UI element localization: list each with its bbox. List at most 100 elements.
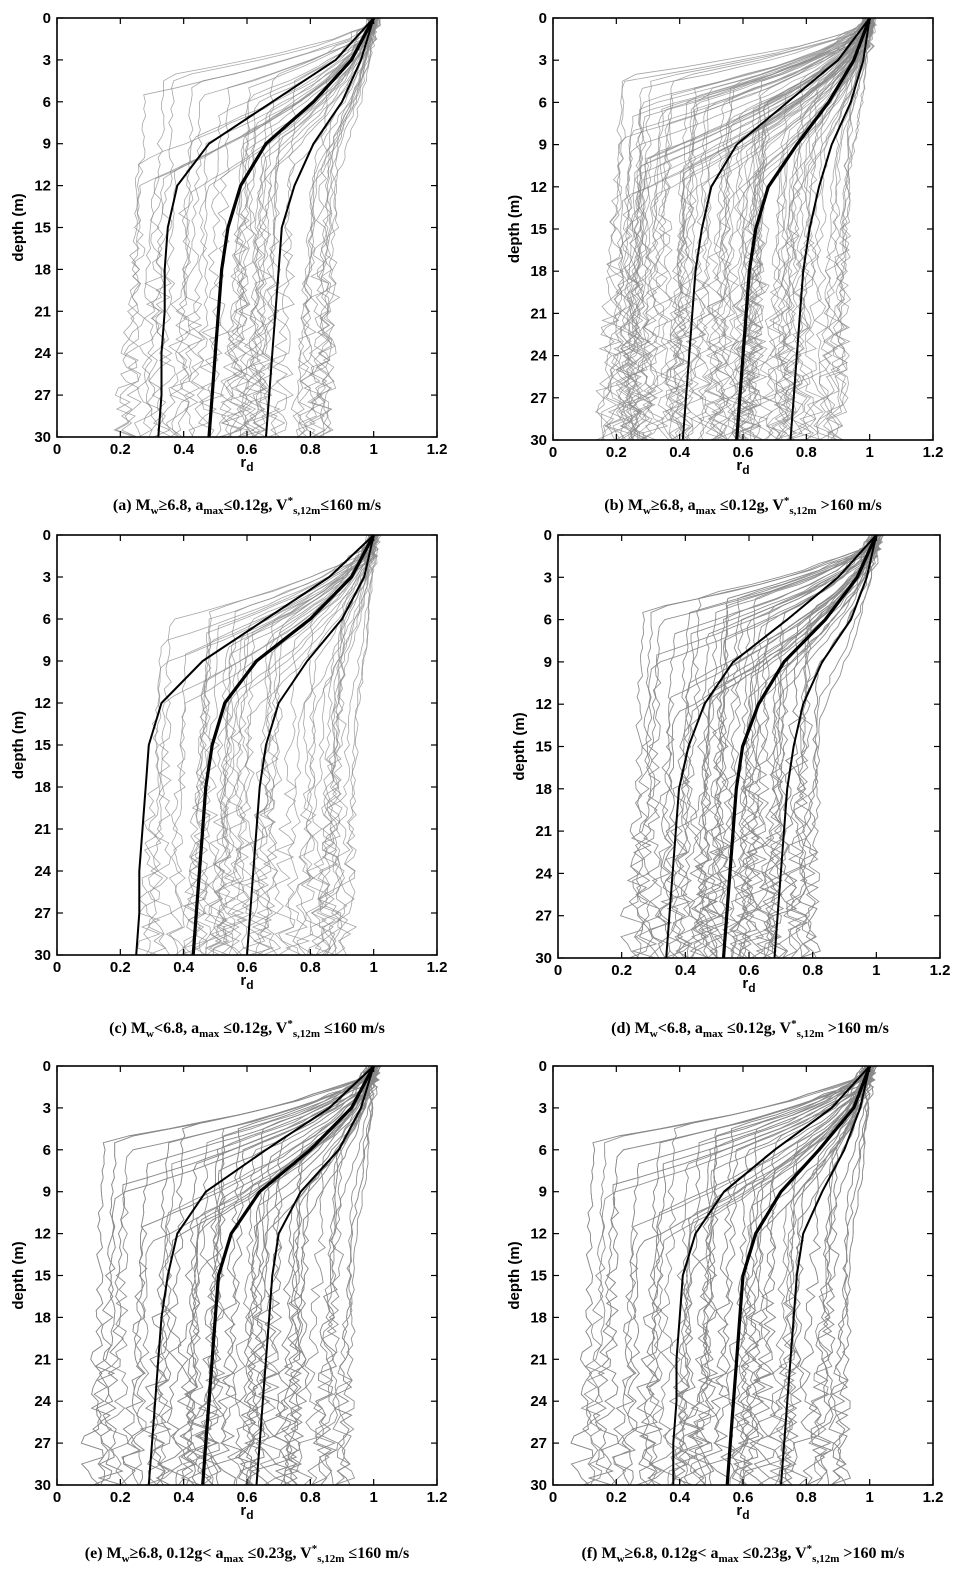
y-tick-label: 12: [535, 696, 552, 713]
sample-curve: [247, 1066, 382, 1485]
sample-curve: [239, 1066, 370, 1485]
sample-curve: [765, 535, 879, 958]
sample-curve: [80, 1066, 370, 1485]
sample-curve: [617, 18, 873, 440]
sample-curve: [759, 18, 875, 440]
sample-curve: [195, 1066, 381, 1485]
sample-curve: [669, 18, 870, 440]
sample-curve: [678, 18, 864, 440]
x-axis-label: rd: [240, 1502, 253, 1522]
x-tick-label: 0: [53, 1489, 61, 1506]
sample-curve: [272, 1066, 379, 1485]
sample-curve: [768, 1066, 869, 1485]
y-tick-label: 15: [535, 739, 552, 756]
sample-curve: [741, 1066, 878, 1485]
sample-curve: [213, 535, 373, 955]
x-tick-label: 0.4: [669, 1489, 691, 1506]
sample-curve: [640, 18, 872, 440]
y-tick-label: 3: [539, 52, 547, 69]
y-tick-label: 24: [34, 1393, 51, 1410]
sample-curve: [664, 535, 879, 958]
series-line-1: [147, 1065, 375, 1486]
x-tick-label: 0.2: [606, 444, 627, 461]
sample-curve: [828, 1066, 874, 1485]
y-tick-label: 9: [544, 654, 552, 671]
sample-curve: [221, 18, 378, 437]
y-tick-label: 9: [43, 653, 51, 670]
sample-curve: [621, 18, 866, 440]
sample-curve: [791, 1066, 876, 1485]
y-tick-label: 24: [34, 345, 51, 362]
series-line-3: [265, 17, 375, 438]
y-tick-label: 24: [535, 865, 552, 882]
sample-curve: [727, 18, 872, 440]
sample-curve: [243, 18, 378, 437]
sample-curve: [778, 1066, 873, 1485]
y-tick-label: 18: [34, 261, 51, 278]
x-tick-label: 0.4: [675, 962, 697, 979]
y-tick-label: 18: [34, 1309, 51, 1326]
y-tick-label: 6: [539, 1142, 547, 1159]
y-tick-label: 21: [34, 1351, 51, 1368]
y-tick-label: 3: [43, 52, 51, 69]
sample-curve: [808, 1066, 870, 1485]
y-tick-label: 0: [43, 10, 51, 27]
sample-curve: [620, 18, 873, 440]
y-tick-label: 0: [43, 1058, 51, 1075]
sample-curve: [814, 1066, 875, 1485]
sample-curve: [741, 1066, 878, 1485]
sample-curve: [335, 535, 378, 955]
y-tick-label: 12: [34, 178, 51, 195]
sample-curve: [731, 1066, 871, 1485]
sample-curve: [290, 18, 381, 437]
sample-curve: [631, 1066, 870, 1485]
sample-curve: [712, 18, 869, 440]
x-tick-label: 0.6: [739, 962, 760, 979]
sample-curve: [242, 18, 376, 437]
x-tick-label: 0.8: [300, 959, 321, 976]
sample-curve: [570, 1066, 866, 1485]
sample-curve: [197, 18, 375, 437]
sample-curve: [570, 1066, 866, 1485]
sample-curve: [826, 18, 876, 440]
sample-curve: [283, 1066, 375, 1485]
y-tick-label: 24: [530, 348, 547, 365]
sample-curve: [733, 1066, 866, 1485]
sample-curve: [272, 1066, 379, 1485]
sample-curve: [802, 1066, 875, 1485]
sample-curve: [725, 18, 874, 440]
y-tick-label: 15: [34, 220, 51, 237]
panel-caption: (d) Mw<6.8, amax ≤0.12g, V*s,12m >160 m/…: [611, 1018, 889, 1040]
sample-curve: [247, 1066, 382, 1485]
sample-curve: [161, 18, 378, 437]
sample-curve: [689, 1066, 869, 1485]
sample-curve: [769, 1066, 871, 1485]
y-tick-label: 9: [43, 1184, 51, 1201]
panel-caption: (b) Mw≥6.8, amax ≤0.12g, V*s,12m >160 m/…: [604, 495, 881, 517]
y-tick-label: 3: [544, 569, 552, 586]
sample-curve: [631, 1066, 870, 1485]
sample-curve: [115, 18, 379, 437]
sample-curve: [660, 535, 877, 958]
y-tick-label: 18: [530, 1309, 547, 1326]
x-tick-label: 1.2: [427, 1489, 448, 1506]
x-tick-label: 0.4: [173, 441, 195, 458]
sample-curve: [744, 1066, 873, 1485]
sample-curve: [188, 18, 377, 437]
sample-curve: [307, 1066, 379, 1485]
sample-curve: [305, 535, 379, 955]
y-tick-label: 30: [34, 429, 51, 446]
sample-curve: [139, 1066, 374, 1485]
sample-curve: [148, 18, 375, 437]
sample-curve: [200, 1066, 375, 1485]
sample-curve: [194, 535, 372, 955]
y-tick-label: 3: [539, 1100, 547, 1117]
y-tick-label: 21: [34, 303, 51, 320]
panel-caption: (e) Mw≥6.8, 0.12g< amax ≤0.23g, V*s,12m …: [85, 1543, 409, 1565]
sample-curve: [570, 1066, 866, 1485]
y-tick-label: 18: [34, 779, 51, 796]
sample-curve: [682, 535, 877, 958]
y-tick-label: 27: [530, 1435, 547, 1452]
